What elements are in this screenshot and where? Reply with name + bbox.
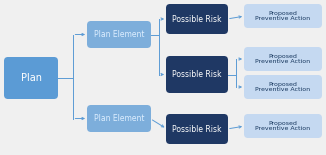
Text: Plan: Plan [21, 73, 41, 83]
FancyBboxPatch shape [244, 75, 322, 99]
Text: Plan Element: Plan Element [94, 114, 144, 123]
Text: Possible Risk: Possible Risk [172, 124, 222, 133]
FancyBboxPatch shape [244, 4, 322, 28]
FancyBboxPatch shape [4, 57, 58, 99]
FancyBboxPatch shape [87, 105, 151, 132]
Text: Proposed
Preventive Action: Proposed Preventive Action [256, 82, 311, 92]
Text: Proposed
Preventive Action: Proposed Preventive Action [256, 121, 311, 131]
FancyBboxPatch shape [166, 56, 228, 93]
FancyBboxPatch shape [87, 21, 151, 48]
FancyBboxPatch shape [244, 47, 322, 71]
Text: Possible Risk: Possible Risk [172, 15, 222, 24]
Text: Plan Element: Plan Element [94, 30, 144, 39]
Text: Proposed
Preventive Action: Proposed Preventive Action [256, 54, 311, 64]
FancyBboxPatch shape [244, 114, 322, 138]
FancyBboxPatch shape [166, 114, 228, 144]
Text: Possible Risk: Possible Risk [172, 70, 222, 79]
FancyBboxPatch shape [166, 4, 228, 34]
Text: Proposed
Preventive Action: Proposed Preventive Action [256, 11, 311, 21]
